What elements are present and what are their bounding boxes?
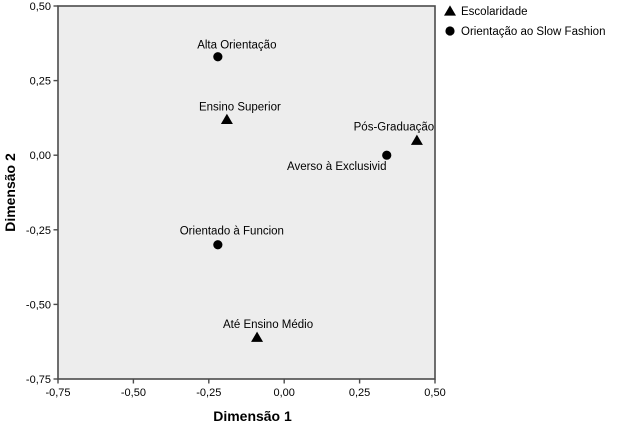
data-point-label: Pós-Graduação — [354, 121, 435, 133]
data-point-marker — [251, 331, 264, 342]
y-tick-label: -0,50 — [26, 299, 51, 311]
data-point-marker — [213, 52, 223, 62]
y-tick-label: 0,25 — [30, 76, 51, 88]
legend-marker-circle — [445, 26, 455, 36]
x-tick-label: -0,50 — [121, 387, 146, 399]
data-point-label: Orientado à Funcion — [180, 226, 284, 238]
y-tick-label: -0,25 — [26, 225, 51, 237]
y-axis-title: Dimensão 2 — [2, 153, 18, 232]
x-tick-label: 0,00 — [273, 387, 294, 399]
data-point-marker — [213, 240, 223, 250]
x-axis-title: Dimensão 1 — [213, 408, 292, 424]
legend-marker-triangle — [444, 5, 456, 16]
data-point-marker — [382, 150, 392, 160]
plot-area — [57, 5, 436, 380]
y-tick-label: 0,00 — [30, 150, 51, 162]
x-tick-label: 0,50 — [424, 387, 445, 399]
x-tick-label: -0,75 — [45, 387, 70, 399]
data-point-label: Até Ensino Médio — [223, 319, 313, 331]
data-point-marker — [220, 113, 233, 124]
y-tick-label: 0,50 — [30, 1, 51, 13]
y-tick-label: -0,75 — [26, 374, 51, 386]
data-point-label: Ensino Superior — [199, 101, 281, 113]
legend-label: Escolaridade — [461, 6, 527, 18]
data-point-label: Averso à Exclusivid — [287, 161, 387, 173]
data-point-marker — [410, 134, 423, 145]
x-tick-label: 0,25 — [349, 387, 370, 399]
x-tick-label: -0,25 — [196, 387, 221, 399]
legend-label: Orientação ao Slow Fashion — [461, 26, 605, 38]
data-point-label: Alta Orientação — [197, 40, 276, 52]
